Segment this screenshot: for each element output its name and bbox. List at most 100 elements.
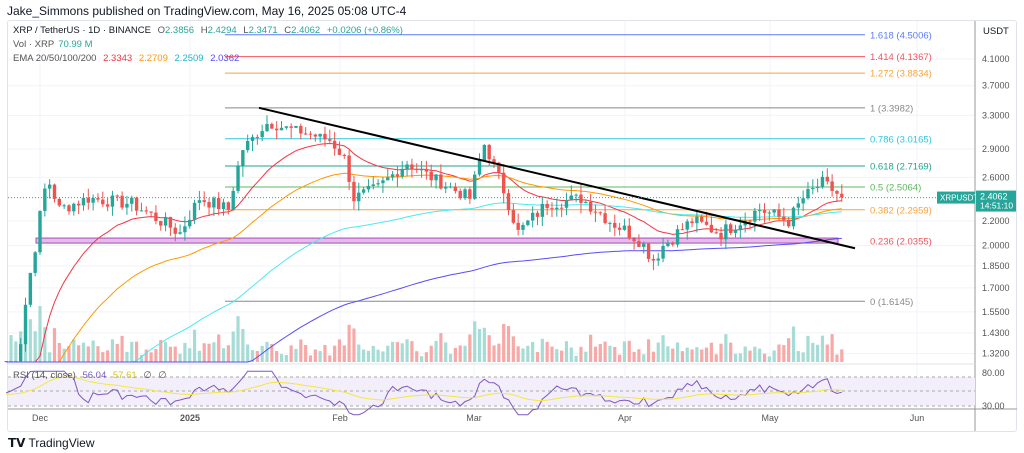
tradingview-logo[interactable]: 𝗧𝗩 TradingView: [8, 436, 95, 450]
volume-bar: [304, 345, 308, 362]
volume-bar: [675, 342, 680, 362]
candle: [434, 174, 438, 181]
volume-bar: [564, 341, 569, 362]
chart-frame[interactable]: [7, 20, 1017, 432]
rsi-na-2: ∅: [158, 370, 167, 381]
time-tick: Feb: [332, 413, 348, 423]
volume-bar: [477, 329, 482, 362]
volume-bar: [236, 316, 240, 362]
volume-bar: [656, 342, 660, 362]
volume-bar: [816, 344, 820, 362]
volume-bar: [149, 352, 153, 362]
candle: [835, 190, 839, 194]
candle: [820, 176, 825, 187]
volume-bar: [579, 346, 583, 362]
volume-bar: [830, 334, 834, 362]
volume-bar: [43, 327, 47, 362]
volume-bar: [381, 351, 385, 362]
volume-bar: [506, 326, 511, 362]
candle: [724, 224, 728, 240]
volume-bar: [67, 346, 71, 362]
rsi-legend[interactable]: RSI (14, close) 56.04 57.61 ∅ ∅: [13, 370, 171, 381]
volume-bar: [521, 348, 525, 362]
candle: [294, 125, 298, 128]
ema100-line: [6, 202, 842, 363]
volume-bar: [400, 343, 404, 362]
volume-bar: [371, 345, 375, 362]
volume-bar: [618, 354, 622, 362]
candle: [448, 186, 453, 188]
volume-bar: [115, 343, 119, 362]
candle: [651, 258, 656, 261]
ema100-value: 2.2509: [174, 53, 204, 64]
candle: [366, 185, 371, 190]
candle: [81, 197, 86, 206]
symbol-tag-text: XRPUSDT: [940, 194, 978, 203]
volume-bar: [275, 351, 279, 362]
volume-bar: [246, 344, 250, 362]
volume-bar: [366, 350, 371, 362]
candle: [284, 126, 289, 128]
candle: [492, 159, 496, 163]
rsi-tick: 80.00: [982, 368, 1005, 378]
candle: [57, 198, 62, 206]
low-value: 2.3471: [248, 25, 278, 36]
volume-bar: [492, 345, 496, 362]
volume-bar: [188, 348, 192, 362]
volume-bar: [144, 349, 148, 362]
candle: [419, 169, 424, 171]
candle: [105, 204, 110, 207]
volume-bar: [130, 341, 134, 362]
volume-bar: [787, 338, 791, 362]
ema-legend[interactable]: EMA 20/50/100/200 2.3343 2.2709 2.2509 2…: [13, 53, 243, 64]
candle: [9, 361, 13, 362]
volume-bar: [758, 348, 762, 362]
volume-bar: [608, 345, 612, 362]
candle: [680, 229, 685, 231]
candle: [154, 212, 158, 222]
candle: [72, 203, 76, 212]
rsi-value: 56.04: [82, 370, 107, 381]
volume-bar: [91, 340, 95, 362]
candle: [622, 225, 627, 230]
candle: [487, 144, 491, 160]
candle: [815, 186, 820, 189]
candle: [661, 245, 665, 259]
volume-bar: [680, 351, 684, 362]
volume-bar: [613, 347, 617, 362]
volume-bar: [410, 341, 414, 362]
volume-bar: [101, 352, 105, 362]
time-tick: 2025: [180, 413, 200, 423]
candle: [424, 169, 429, 172]
candle: [767, 212, 772, 214]
ema20-line: [6, 142, 842, 363]
volume-bar: [207, 343, 211, 362]
volume-bar: [241, 328, 245, 362]
ema200-line: [6, 237, 842, 363]
candle: [801, 198, 805, 204]
symbol-title[interactable]: XRP / TetherUS · 1D · BINANCE: [13, 25, 151, 36]
volume-bar: [603, 341, 607, 362]
volume-bar: [550, 346, 554, 362]
candle: [728, 224, 733, 233]
candle: [444, 186, 448, 189]
candle: [43, 188, 47, 211]
candle: [52, 184, 57, 199]
volume-bar: [444, 342, 448, 362]
volume-bar: [598, 344, 602, 362]
volume-bar: [192, 329, 197, 362]
volume-bar: [390, 341, 395, 362]
volume-bar: [569, 347, 573, 362]
volume-legend[interactable]: Vol · XRP 70.99 M: [13, 39, 97, 50]
volume-bar: [231, 331, 235, 362]
candle: [473, 174, 477, 199]
fib-label: 0 (1.6145): [870, 297, 913, 308]
fib-label: 0.5 (2.5064): [870, 182, 921, 193]
volume-bar: [453, 347, 457, 362]
volume-bar: [125, 351, 129, 362]
volume-bar: [714, 354, 718, 362]
candle: [666, 242, 670, 246]
ema200-value: 2.0362: [210, 53, 240, 64]
volume-bar: [622, 341, 627, 362]
